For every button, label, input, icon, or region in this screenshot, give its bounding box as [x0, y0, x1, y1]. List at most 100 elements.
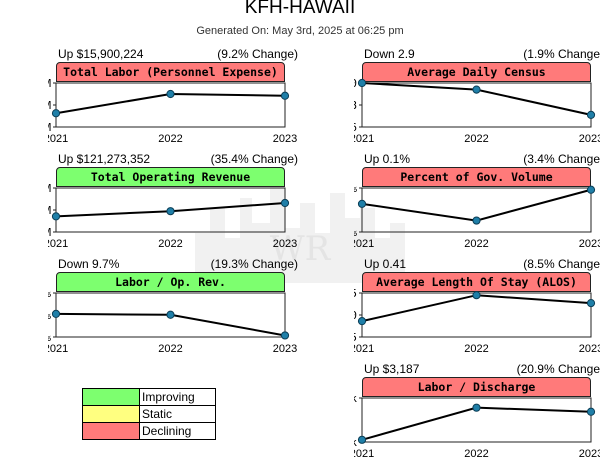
change-amount: Up $15,900,224: [58, 47, 144, 61]
data-point: [166, 89, 175, 99]
x-tick-label: 2021: [48, 343, 68, 352]
change-amount: Up $3,187: [364, 362, 420, 376]
y-tick-label: $600M: [48, 182, 51, 195]
panel-total-operating-revenue: Up $121,273,352 (35.4% Change) Total Oper…: [48, 152, 308, 247]
data-point: [472, 403, 481, 412]
panel-average-daily-census: Down 2.9 (1.9% Change) Average Daily Cens…: [354, 47, 600, 142]
y-tick-label: 5.5: [354, 287, 357, 300]
change-amount: Down 9.7%: [58, 257, 120, 271]
plot-frame: [361, 397, 592, 443]
y-tick-label: 4.5: [354, 331, 357, 344]
change-amount: Down 2.9: [364, 47, 415, 61]
change-percent: (3.4% Change): [523, 152, 600, 166]
plot-frame: [361, 187, 592, 233]
data-point: [586, 407, 596, 416]
change-percent: (9.2% Change): [217, 47, 298, 61]
x-tick-label: 2022: [158, 343, 182, 352]
data-point: [280, 331, 290, 340]
y-tick-label: $200M: [48, 77, 51, 90]
x-tick-label: 2021: [354, 133, 374, 142]
change-percent: (19.3% Change): [210, 257, 298, 271]
svg-text:WR: WR: [270, 229, 332, 269]
y-tick-label: 148: [354, 99, 357, 112]
change-percent: (35.4% Change): [210, 152, 298, 166]
x-tick-label: 2023: [579, 238, 600, 247]
y-tick-label: 50.0%: [48, 309, 51, 322]
y-tick-label: $400M: [48, 204, 51, 217]
legend-swatch-improving: [82, 388, 140, 406]
x-tick-label: 2021: [354, 238, 374, 247]
y-tick-label: $20k: [354, 392, 357, 405]
y-tick-label: 40.0%: [48, 331, 51, 344]
panel-average-length-of-stay: Up 0.41 (8.5% Change) Average Length Of S…: [354, 257, 600, 352]
data-point: [280, 91, 290, 100]
panel-labor-per-discharge: Up $3,187 (20.9% Change) Labor / Discharg…: [354, 362, 600, 457]
x-tick-label: 2021: [48, 133, 68, 142]
x-tick-label: 2023: [579, 133, 600, 142]
x-tick-label: 2022: [158, 238, 182, 247]
data-point: [357, 317, 367, 326]
panel-title-banner: Average Length Of Stay (ALOS): [362, 272, 591, 292]
page-title: KFH-HAWAII: [244, 0, 356, 18]
y-tick-label: $180M: [48, 99, 51, 112]
data-point: [472, 85, 481, 94]
legend-swatch-declining: [82, 422, 140, 440]
change-amount: Up $121,273,352: [58, 152, 151, 166]
y-tick-label: 150: [354, 77, 357, 90]
line-chart: 146 148 150 2021 2022 2023: [354, 77, 600, 142]
y-tick-label: $160M: [48, 121, 51, 134]
legend-label: Declining: [139, 422, 216, 440]
x-tick-label: 2022: [464, 343, 488, 352]
panel-labor-op-rev: Down 9.7% (19.3% Change) Labor / Op. Rev.…: [48, 257, 308, 352]
data-point: [51, 309, 61, 319]
line-chart: $200M $400M $600M 2021 2022 2023: [48, 182, 297, 247]
x-tick-label: 2021: [48, 238, 68, 247]
panel-total-labor: Up $15,900,224 (9.2% Change) Total Labor …: [48, 47, 308, 142]
line-chart: $160M $180M $200M 2021 2022 2023: [48, 77, 297, 142]
data-point: [472, 291, 481, 300]
plot-frame: [55, 82, 286, 128]
panel-title-banner: Average Daily Census: [362, 62, 591, 82]
change-percent: (8.5% Change): [523, 257, 600, 271]
y-tick-label: 5.0: [354, 309, 357, 322]
x-tick-label: 2022: [464, 238, 488, 247]
y-tick-label: $200M: [48, 226, 51, 239]
legend-label: Static: [139, 405, 216, 423]
line-chart: 4.5 5.0 5.5 2021 2022 2023: [354, 287, 600, 352]
x-tick-label: 2021: [354, 448, 374, 457]
y-tick-label: $15k: [354, 436, 357, 449]
panel-percent-gov-volume: Up 0.1% (3.4% Change) Percent of Gov. Vol…: [354, 152, 600, 247]
data-point: [280, 198, 290, 208]
panel-title-banner: Total Operating Revenue: [56, 167, 285, 187]
x-tick-label: 2023: [579, 448, 600, 457]
series-line: [361, 188, 592, 222]
watermark-logo: WR: [195, 186, 405, 283]
change-amount: Up 0.41: [364, 257, 407, 271]
data-point: [586, 110, 596, 120]
data-point: [166, 310, 175, 319]
legend: Improving Static Declining: [82, 388, 216, 440]
x-tick-label: 2022: [464, 133, 488, 142]
x-tick-label: 2023: [579, 343, 600, 352]
panel-title-banner: Labor / Discharge: [362, 377, 591, 397]
x-tick-label: 2021: [354, 343, 374, 352]
data-point: [357, 199, 367, 208]
legend-item-improving: Improving: [82, 388, 216, 406]
data-point: [51, 109, 61, 118]
data-point: [357, 435, 367, 444]
x-tick-label: 2023: [273, 343, 297, 352]
data-point: [357, 78, 367, 88]
plot-frame: [361, 292, 592, 338]
panel-title-banner: Labor / Op. Rev.: [56, 272, 285, 292]
line-chart: 3.5% 4.0% 2021 2022 2023: [354, 182, 600, 247]
y-tick-label: 60.0%: [48, 287, 51, 300]
legend-swatch-static: [82, 405, 140, 423]
data-point: [586, 299, 596, 308]
panel-title-banner: Total Labor (Personnel Expense): [56, 62, 285, 82]
line-chart: 40.0% 50.0% 60.0% 2021 2022 2023: [48, 287, 297, 352]
x-tick-label: 2023: [273, 133, 297, 142]
legend-item-static: Static: [82, 405, 216, 423]
change-percent: (1.9% Change): [523, 47, 600, 61]
change-percent: (20.9% Change): [516, 362, 600, 376]
y-tick-label: 3.5%: [354, 226, 357, 239]
